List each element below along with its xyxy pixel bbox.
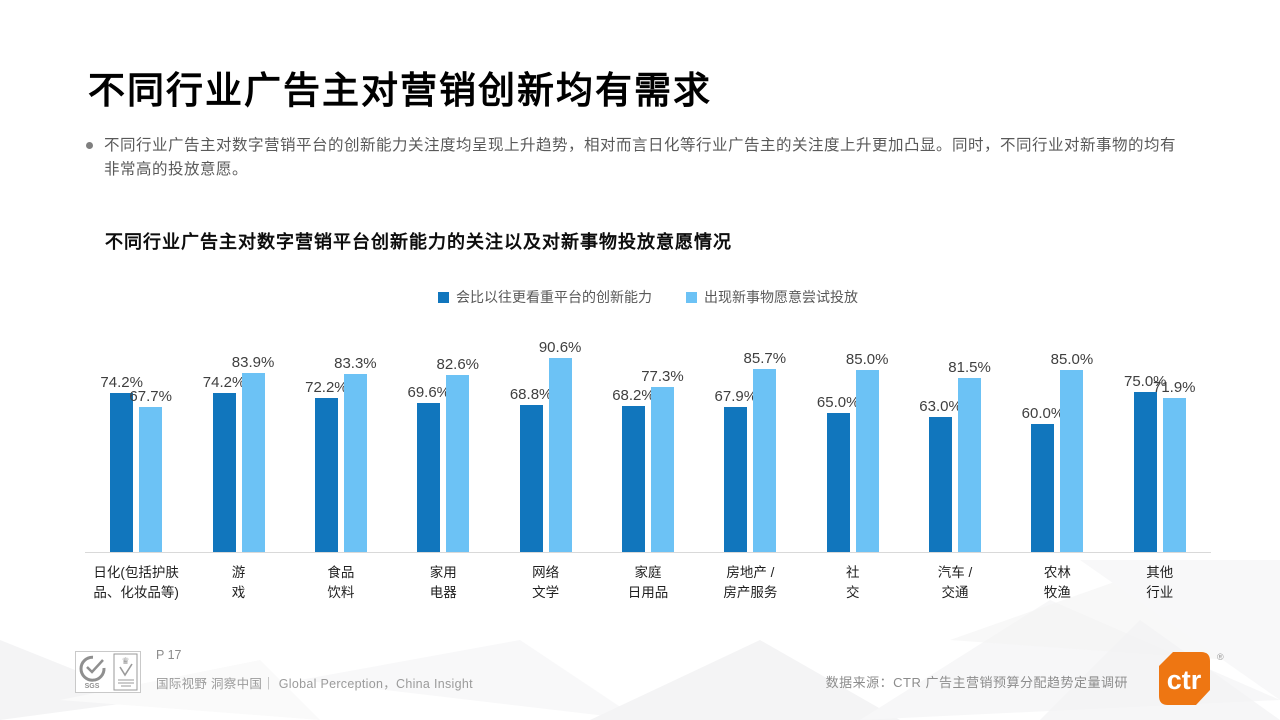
registered-trademark-icon: ®: [1217, 652, 1224, 662]
category-axis: 日化(包括护肤 品、化妆品等) 游 戏 食品 饮料 家用 电器 网络 文学 家庭 日用品 房…: [85, 563, 1211, 604]
category-label: 家庭 日用品: [627, 565, 669, 601]
bar-try-new-things: 83.9%: [232, 354, 274, 552]
bar-value-label: 68.8%: [509, 385, 553, 403]
bar-value-label: 63.0%: [919, 398, 962, 416]
bar-try-new-things: 90.6%: [539, 339, 581, 552]
bar-value-label: 68.2%: [612, 387, 655, 405]
bar-value-label: 67.9%: [714, 387, 758, 405]
bar-value-label: 67.7%: [129, 388, 172, 406]
bar-group: 60.0% 85.0%: [1006, 339, 1108, 552]
bar-try-new-things: 85.0%: [846, 351, 888, 552]
legend-item-try-new-things: 出现新事物愿意尝试投放: [686, 287, 858, 307]
category-label: 房地产 / 房产服务: [723, 565, 778, 601]
bar-try-new-things: 83.3%: [334, 355, 377, 552]
bar-try-new-things: 85.0%: [1051, 351, 1093, 552]
bar-value-label: 81.5%: [948, 358, 991, 376]
bar-innovation-focus: 72.2%: [305, 379, 348, 552]
bar-value-label: 72.2%: [305, 378, 348, 396]
summary-text: 不同行业广告主对数字营销平台的创新能力关注度均呈现上升趋势，相对而言日化等行业广…: [104, 137, 1177, 178]
legend-swatch-dark-blue: [438, 291, 449, 303]
ctr-logo: ctr ®: [1157, 650, 1227, 714]
bar-group: 74.2% 83.9%: [187, 339, 289, 552]
bar-value-label: 75.0%: [1123, 372, 1167, 390]
ctr-logo-text: ctr: [1167, 665, 1202, 695]
bar-innovation-focus: 74.2%: [100, 374, 143, 552]
bar-try-new-things: 85.7%: [744, 350, 786, 552]
category-label: 游 戏: [231, 565, 246, 601]
category-label: 农林 牧渔: [1043, 565, 1071, 601]
bar-value-label: 60.0%: [1021, 404, 1065, 422]
chart-title: 不同行业广告主对数字营销平台创新能力的关注以及对新事物投放意愿情况: [105, 232, 732, 252]
bar-innovation-focus: 67.9%: [715, 388, 757, 552]
bar-try-new-things: 81.5%: [948, 359, 991, 552]
bar-value-label: 82.6%: [436, 356, 480, 374]
bar-try-new-things: 82.6%: [436, 356, 479, 552]
legend-item-innovation-focus: 会比以往更看重平台的创新能力: [438, 287, 652, 307]
bar-value-label: 71.9%: [1152, 379, 1196, 397]
footer-tagline: 国际视野 洞察中国｜ Global Perception，China Insig…: [156, 677, 473, 691]
bar-group: 74.2% 67.7%: [85, 339, 187, 552]
bar-innovation-focus: 65.0%: [817, 394, 859, 552]
bar-innovation-focus: 60.0%: [1022, 405, 1064, 552]
bar-innovation-focus: 63.0%: [919, 398, 962, 552]
summary-bullet: 不同行业广告主对数字营销平台的创新能力关注度均呈现上升趋势，相对而言日化等行业广…: [86, 134, 1191, 182]
chart-legend: 会比以往更看重平台的创新能力 出现新事物愿意尝试投放: [85, 287, 1211, 307]
bar-innovation-focus: 75.0%: [1124, 373, 1167, 552]
bar-value-label: 77.3%: [641, 367, 684, 385]
bar-try-new-things: 71.9%: [1153, 379, 1196, 552]
legend-swatch-light-blue: [686, 291, 697, 303]
bar-value-label: 85.7%: [743, 349, 787, 367]
legend-label: 会比以往更看重平台的创新能力: [456, 289, 652, 305]
bar-group: 68.8% 90.6%: [494, 339, 596, 552]
bar-value-label: 74.2%: [100, 374, 143, 392]
bar-try-new-things: 67.7%: [129, 388, 172, 552]
bar-innovation-focus: 69.6%: [407, 384, 450, 552]
sgs-certification-icon: SGS: [79, 655, 106, 690]
bar-value-label: 85.0%: [1050, 351, 1094, 369]
bar-innovation-focus: 68.8%: [510, 386, 552, 552]
bar-group: 72.2% 83.3%: [290, 339, 392, 552]
bar-value-label: 65.0%: [816, 393, 860, 411]
bar-value-label: 90.6%: [538, 339, 582, 357]
certification-logos: SGS ♛: [75, 651, 141, 698]
category-label: 社 交: [845, 565, 860, 601]
bar-group: 67.9% 85.7%: [699, 339, 801, 552]
bar-value-label: 83.3%: [334, 354, 377, 372]
category-label: 网络 文学: [532, 565, 560, 601]
bar-chart-plot-area: 74.2% 67.7% 74.2% 83.9% 72.2% 83.3% 69.6% 82.6%…: [85, 339, 1211, 553]
svg-text:♛: ♛: [121, 656, 129, 666]
bullet-dot-icon: [86, 142, 93, 149]
bar-group: 63.0% 81.5%: [904, 339, 1006, 552]
bar-value-label: 69.6%: [407, 384, 451, 402]
slide-title: 不同行业广告主对营销创新均有需求: [88, 70, 712, 111]
category-label: 家用 电器: [429, 565, 457, 601]
category-label: 其他 行业: [1146, 565, 1174, 601]
svg-text:SGS: SGS: [85, 683, 100, 690]
category-label: 汽车 / 交通: [937, 565, 973, 601]
bar-innovation-focus: 68.2%: [612, 387, 655, 552]
bar-value-label: 74.2%: [202, 374, 246, 392]
bar-group: 75.0% 71.9%: [1109, 339, 1211, 552]
page-number: P 17: [156, 648, 182, 662]
category-label: 日化(包括护肤 品、化妆品等): [93, 565, 179, 601]
bar-group: 68.2% 77.3%: [597, 339, 699, 552]
category-label: 食品 饮料: [327, 565, 355, 601]
quality-certification-icon: ♛: [113, 653, 138, 691]
bar-try-new-things: 77.3%: [641, 368, 684, 552]
legend-label: 出现新事物愿意尝试投放: [704, 289, 858, 305]
bar-group: 65.0% 85.0%: [802, 339, 904, 552]
bar-value-label: 83.9%: [231, 353, 275, 371]
bar-value-label: 85.0%: [845, 351, 889, 369]
data-source-note: 数据来源：CTR 广告主营销预算分配趋势定量调研: [825, 675, 1128, 690]
bar-group: 69.6% 82.6%: [392, 339, 494, 552]
bar-innovation-focus: 74.2%: [203, 374, 245, 552]
